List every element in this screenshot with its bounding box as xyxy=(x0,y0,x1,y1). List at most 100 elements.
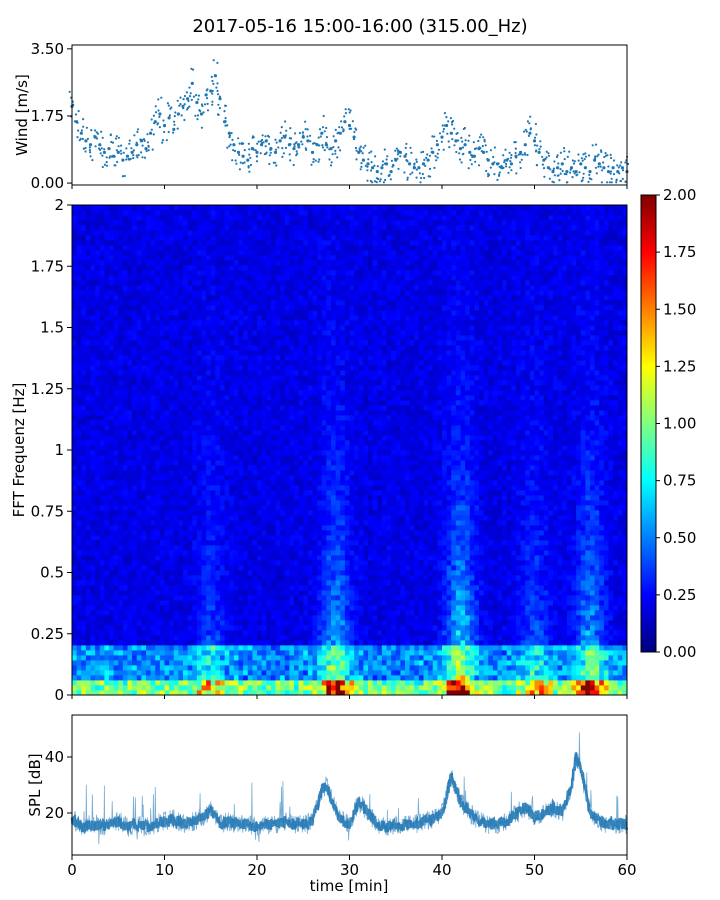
spectrogram-cell xyxy=(243,545,249,551)
spectrogram-cell xyxy=(183,325,189,331)
spectrogram-cell xyxy=(192,365,198,371)
spectrogram-cell xyxy=(183,260,189,266)
wind-point-sample xyxy=(472,141,475,144)
wind-point-sample xyxy=(519,153,522,156)
spectrogram-cell xyxy=(243,555,249,561)
wind-point-sample xyxy=(366,169,369,172)
spectrogram-cell xyxy=(90,430,96,436)
spectrogram-cell xyxy=(136,355,142,361)
spectrogram-cell xyxy=(81,625,87,631)
spectrogram-cell xyxy=(85,275,91,281)
spectrogram-cell xyxy=(215,460,221,466)
spectrogram-cell xyxy=(238,595,244,601)
spectrogram-cell xyxy=(127,455,133,461)
spectrogram-cell xyxy=(72,580,78,586)
spectrogram-cell xyxy=(85,300,91,306)
spectrogram-cell xyxy=(109,245,115,251)
spectrogram-cell xyxy=(155,215,161,221)
wind-point-sample xyxy=(553,160,556,163)
wind-point-sample xyxy=(548,177,551,180)
spectrogram-cell xyxy=(261,515,267,521)
spectrogram-cell xyxy=(169,520,175,526)
wind-point-sample xyxy=(604,152,607,155)
wind-point-sample xyxy=(526,120,530,123)
spectrogram-cell xyxy=(243,455,249,461)
spectrogram-cell xyxy=(159,325,165,331)
spectrogram-cell xyxy=(261,665,267,671)
spectrogram-cell xyxy=(252,680,258,686)
spectrogram-cell xyxy=(224,650,230,656)
spectrogram-cell xyxy=(104,420,110,426)
wind-point-sample xyxy=(565,173,568,176)
spectrogram-cell xyxy=(159,610,165,616)
spectrogram-cell xyxy=(85,635,91,641)
spectrogram-cell xyxy=(159,605,165,611)
spectrogram-cell xyxy=(146,505,152,511)
spectrogram-cell xyxy=(173,445,179,451)
spectrogram-cell xyxy=(215,320,221,326)
spectrogram-cell xyxy=(252,225,258,231)
spectrogram-cell xyxy=(233,660,239,666)
spectrogram-cell xyxy=(141,445,147,451)
spectrogram-cell xyxy=(146,230,152,236)
spectrogram-cell xyxy=(224,615,230,621)
wind-point-sample xyxy=(395,147,398,150)
spectrogram-cell xyxy=(136,205,142,211)
wind-point-sample xyxy=(172,131,175,134)
spectrogram-cell xyxy=(85,210,91,216)
spectrogram-cell xyxy=(210,475,216,481)
spectrogram-cell xyxy=(169,525,175,531)
spectrogram-cell xyxy=(178,395,184,401)
spectrogram-cell xyxy=(113,555,119,561)
spectrogram-cell xyxy=(150,580,156,586)
spectrogram-cell xyxy=(81,675,87,681)
spectrogram-cell xyxy=(233,650,239,656)
spectrogram-cell xyxy=(95,225,101,231)
spectrogram-cell xyxy=(150,500,156,506)
spectrogram-cell xyxy=(192,640,198,646)
spectrogram-cell xyxy=(81,215,87,221)
spectrogram-cell xyxy=(150,605,156,611)
wind-point-sample xyxy=(337,146,340,149)
spectrogram-cell xyxy=(201,250,207,256)
spectrogram-cell xyxy=(192,495,198,501)
spectrogram-cell xyxy=(136,365,142,371)
spectrogram-cell xyxy=(183,535,189,541)
wind-point-sample xyxy=(514,151,517,155)
spectrogram-cell xyxy=(155,295,161,301)
spectrogram-cell xyxy=(122,425,128,431)
spectrogram-cell xyxy=(81,410,87,416)
wind-point-sample xyxy=(503,159,506,162)
spectrogram-cell xyxy=(233,645,239,651)
spectrogram-cell xyxy=(159,560,165,566)
spectrogram-cell xyxy=(229,620,235,626)
spectrogram-cell xyxy=(118,625,124,631)
spectrogram-cell xyxy=(118,245,124,251)
spectrogram-cell xyxy=(127,495,133,501)
spectrogram-cell xyxy=(132,690,138,696)
spectrogram-cell xyxy=(127,685,133,691)
wind-point-sample xyxy=(163,130,166,134)
spectrogram-cell xyxy=(141,455,147,461)
spectrogram-cell xyxy=(238,205,244,211)
wind-point-sample xyxy=(618,172,621,175)
spectrogram-cell xyxy=(90,660,96,666)
spectrogram-cell xyxy=(95,320,101,326)
spectrogram-cell xyxy=(118,610,124,616)
spectrogram-cell xyxy=(150,305,156,311)
wind-point-sample xyxy=(599,165,602,168)
spectrogram-cell xyxy=(118,345,124,351)
spectrogram-cell xyxy=(201,295,207,301)
spectrogram-cell xyxy=(252,425,258,431)
spectrogram-cell xyxy=(196,340,202,346)
wind-point-sample xyxy=(190,98,193,101)
spectrogram-cell xyxy=(155,680,161,686)
spectrogram-cell xyxy=(99,210,105,216)
wind-point-sample xyxy=(615,178,618,181)
spectrogram-cell xyxy=(220,300,226,306)
wind-point-sample xyxy=(72,103,75,106)
spectrogram-cell xyxy=(113,325,119,331)
spectrogram-cell xyxy=(99,465,105,471)
spectrogram-cell xyxy=(159,410,165,416)
spectrogram-cell xyxy=(122,660,128,666)
